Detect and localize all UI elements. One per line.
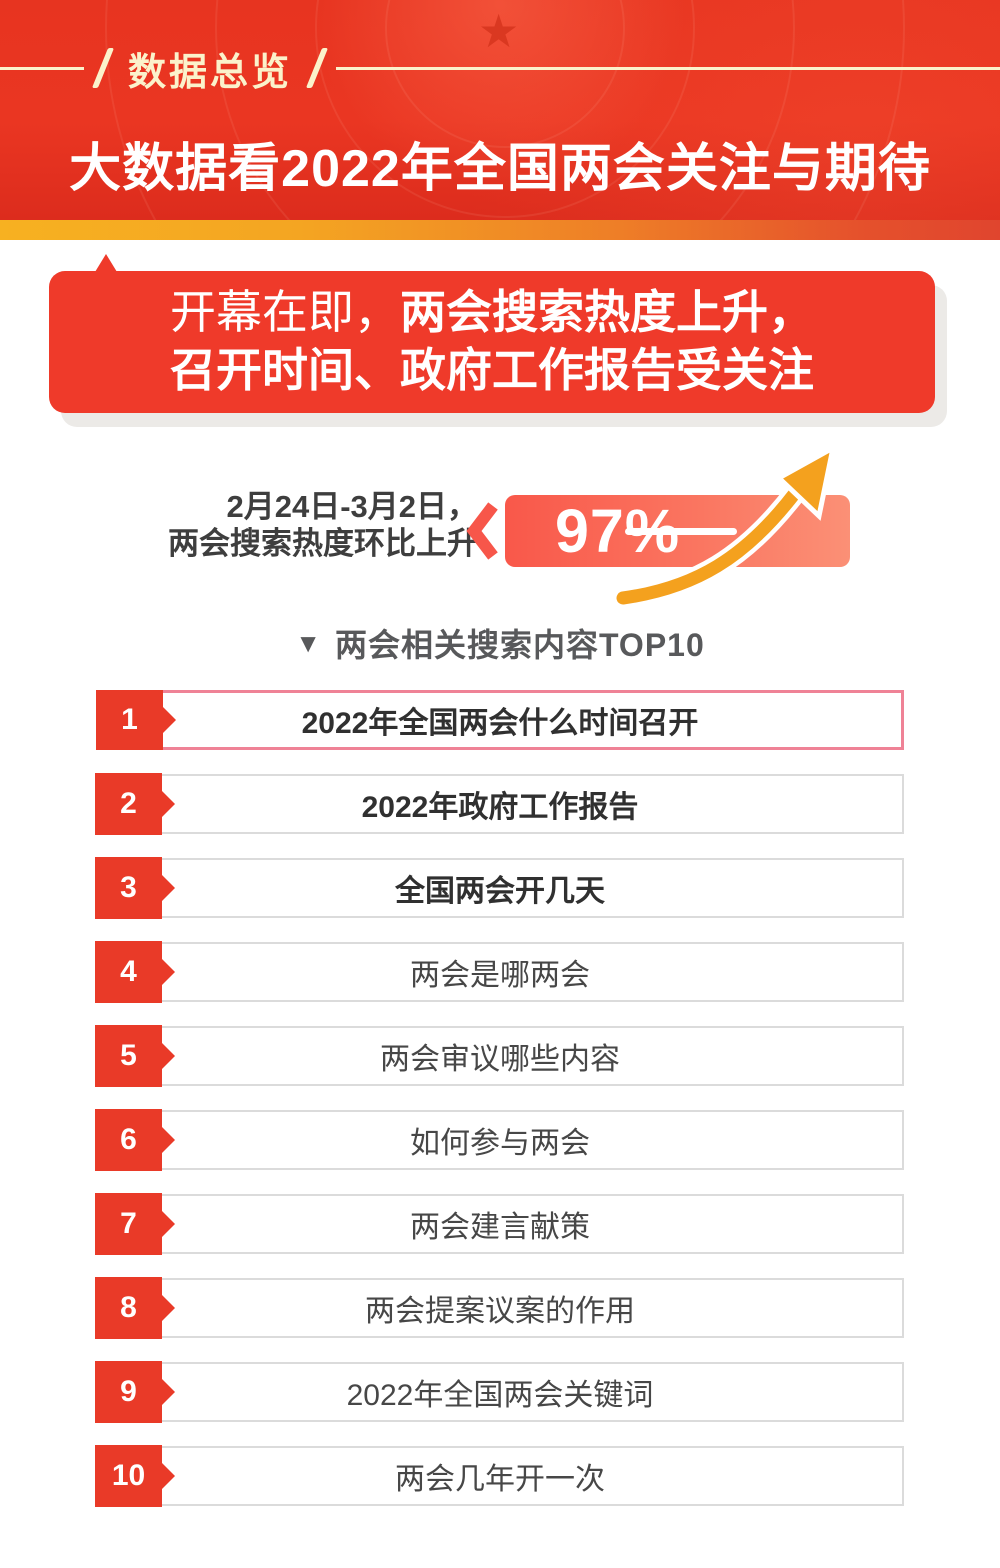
list-item: 全国两会开几天 3 <box>95 857 904 919</box>
list-item: 两会审议哪些内容 5 <box>95 1025 904 1087</box>
rank-badge: 9 <box>95 1361 162 1423</box>
list-item: 如何参与两会 6 <box>95 1109 904 1171</box>
percent-badge: 97% <box>505 495 850 567</box>
headline-callout: 开幕在即，两会搜索热度上升， 召开时间、政府工作报告受关注 <box>49 254 935 413</box>
callout-pointer-icon <box>95 254 117 272</box>
rank-badge: 2 <box>95 773 162 835</box>
chevron-left-icon <box>466 502 498 560</box>
headline-intro: 开幕在即， <box>170 286 400 338</box>
list-header: ▼ 两会相关搜索内容TOP10 <box>0 620 1000 666</box>
list-item-text: 如何参与两会 <box>410 1127 590 1160</box>
list-header-title: 两会相关搜索内容TOP10 <box>334 627 705 663</box>
list-item-text: 全国两会开几天 <box>395 875 605 908</box>
list-item: 2022年政府工作报告 2 <box>95 773 904 835</box>
rank-badge: 6 <box>95 1109 162 1171</box>
rank-badge: 8 <box>95 1277 162 1339</box>
list-item-text: 2022年全国两会什么时间召开 <box>301 707 699 740</box>
list-item-text: 两会审议哪些内容 <box>380 1043 620 1076</box>
star-icon: ★ <box>478 5 520 57</box>
list-item: 2022年全国两会关键词 9 <box>95 1361 904 1423</box>
headline-emphasis-2: 召开时间、政府工作报告受关注 <box>170 344 814 396</box>
top-banner: ★ 数据总览 大数据看2022年全国两会关注与期待 <box>0 0 1000 220</box>
section-label: 数据总览 <box>128 51 293 94</box>
list-item-text: 两会几年开一次 <box>395 1463 605 1496</box>
list-item: 2022年全国两会什么时间召开 1 <box>96 690 904 750</box>
stat-caption: 2月24日-3月2日， 两会搜索热度环比上升 <box>0 488 478 562</box>
list-item-text: 两会提案议案的作用 <box>365 1295 635 1328</box>
rank-badge: 4 <box>95 941 162 1003</box>
rank-badge: 10 <box>95 1445 162 1507</box>
stat-date-range: 2月24日-3月2日， <box>226 489 478 524</box>
top10-list: 2022年全国两会什么时间召开 1 2022年政府工作报告 2 全国两会开几天 … <box>95 690 904 1530</box>
list-item-text: 2022年政府工作报告 <box>361 791 639 824</box>
list-item: 两会建言献策 7 <box>95 1193 904 1255</box>
stat-description: 两会搜索热度环比上升 <box>168 526 478 561</box>
list-item: 两会几年开一次 10 <box>95 1445 904 1507</box>
rank-badge: 3 <box>95 857 162 919</box>
list-item: 两会是哪两会 4 <box>95 941 904 1003</box>
headline-emphasis-1: 两会搜索热度上升， <box>400 286 814 338</box>
label-line-right <box>336 66 1000 70</box>
headline-line-1: 开幕在即，两会搜索热度上升， <box>49 283 935 341</box>
dash-decoration <box>625 528 737 535</box>
slash-decoration <box>305 48 329 88</box>
down-triangle-icon: ▼ <box>295 627 321 658</box>
label-line-left <box>0 66 84 70</box>
page-title: 大数据看2022年全国两会关注与期待 <box>69 140 931 198</box>
rank-badge: 1 <box>96 690 163 750</box>
list-item: 两会提案议案的作用 8 <box>95 1277 904 1339</box>
orange-gradient-divider <box>0 220 1000 240</box>
rank-badge: 7 <box>95 1193 162 1255</box>
headline-line-2: 召开时间、政府工作报告受关注 <box>49 341 935 399</box>
list-item-text: 两会是哪两会 <box>410 959 590 992</box>
section-label-row: 数据总览 <box>0 46 1000 94</box>
list-item-text: 2022年全国两会关键词 <box>346 1379 654 1412</box>
list-item-text: 两会建言献策 <box>410 1211 590 1244</box>
slash-decoration <box>91 48 115 88</box>
rank-badge: 5 <box>95 1025 162 1087</box>
